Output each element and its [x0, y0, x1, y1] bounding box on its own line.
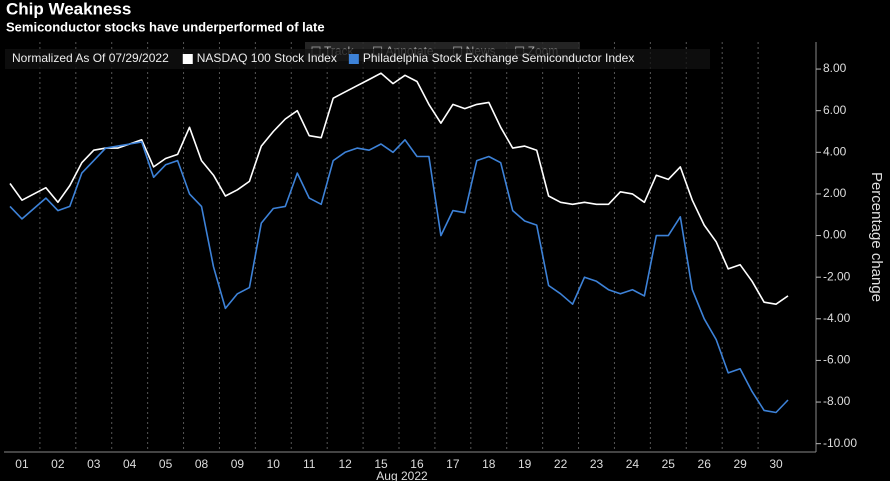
y-tick-label: -8.00 [823, 394, 851, 408]
x-tick-label: 08 [195, 457, 209, 471]
legend-title: Normalized As Of 07/29/2022 [12, 51, 169, 65]
x-tick-label: 11 [303, 457, 316, 471]
x-tick-label: 02 [51, 457, 65, 471]
y-tick-label: 6.00 [823, 103, 847, 117]
x-tick-label: 16 [410, 457, 424, 471]
y-tick-label: 0.00 [823, 228, 847, 242]
x-tick-label: 25 [662, 457, 676, 471]
x-tick-label: 19 [518, 457, 532, 471]
chart-title: Chip Weakness [6, 0, 131, 18]
x-tick-label: 15 [374, 457, 388, 471]
series-line [9, 72, 789, 305]
x-tick-label: 03 [87, 457, 101, 471]
x-tick-label: 22 [554, 457, 568, 471]
y-tick-label: 8.00 [823, 61, 847, 75]
x-tick-label: 04 [123, 457, 137, 471]
x-tick-label: 23 [590, 457, 604, 471]
y-axis-label: Percentage change [868, 172, 885, 302]
x-tick-label: 10 [267, 457, 281, 471]
x-axis-label: Aug 2022 [376, 469, 428, 481]
y-tick-label: -10.00 [823, 436, 857, 450]
x-tick-label: 18 [482, 457, 496, 471]
y-tick-label: 4.00 [823, 144, 847, 158]
x-tick-label: 30 [769, 457, 783, 471]
legend-label: NASDAQ 100 Stock Index [197, 51, 337, 65]
x-tick-label: 09 [231, 457, 245, 471]
series-line [9, 139, 789, 414]
y-tick-label: -4.00 [823, 311, 851, 325]
y-tick-label: -2.00 [823, 269, 851, 283]
x-tick-label: 05 [159, 457, 173, 471]
y-tick-label: 2.00 [823, 186, 847, 200]
legend: Normalized As Of 07/29/2022 NASDAQ 100 St… [5, 49, 710, 69]
legend-swatch [182, 54, 193, 64]
x-tick-label: 26 [698, 457, 712, 471]
x-tick-label: 17 [446, 457, 460, 471]
x-tick-label: 24 [626, 457, 640, 471]
x-tick-label: 29 [733, 457, 747, 471]
x-tick-label: 01 [15, 457, 29, 471]
legend-swatch [348, 54, 359, 64]
x-tick-label: 12 [338, 457, 352, 471]
chart-subtitle: Semiconductor stocks have underperformed… [6, 19, 325, 34]
y-tick-label: -6.00 [823, 353, 851, 367]
legend-label: Philadelphia Stock Exchange Semiconducto… [363, 51, 635, 65]
